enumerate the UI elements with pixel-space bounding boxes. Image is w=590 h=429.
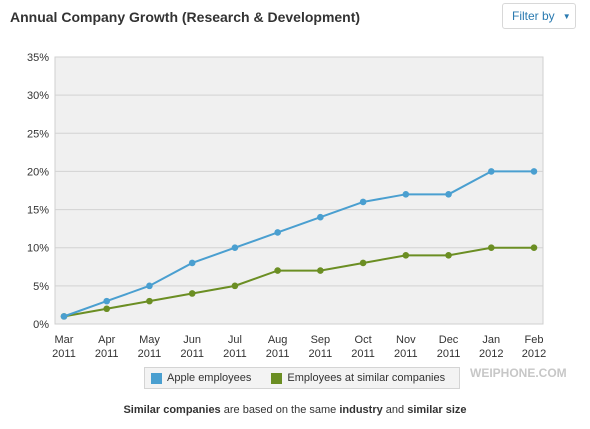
footnote-part1: Similar companies — [123, 404, 221, 416]
data-point — [530, 244, 538, 252]
filter-by-label: Filter by — [512, 9, 555, 23]
data-point — [359, 259, 367, 267]
y-tick-label: 30% — [27, 90, 49, 102]
data-point — [146, 297, 153, 305]
data-point — [402, 191, 410, 198]
data-point — [317, 213, 324, 221]
legend-swatch-similar — [271, 372, 283, 384]
x-tick-label: Mar — [55, 334, 74, 346]
x-tick-label: 2012 — [479, 348, 503, 360]
data-point — [445, 252, 452, 259]
footnote-part2: are based on the same — [220, 404, 340, 416]
legend-item-apple[interactable]: Apple employees — [145, 372, 251, 384]
x-tick-label: Jul — [228, 334, 242, 346]
legend-label-similar: Employees at similar companies — [287, 372, 446, 384]
y-tick-label: 20% — [27, 166, 49, 178]
y-tick-label: 10% — [27, 243, 49, 255]
x-tick-label: 2011 — [138, 348, 162, 360]
y-tick-label: 25% — [27, 128, 49, 140]
x-tick-label: Jun — [183, 334, 201, 346]
x-tick-label: 2012 — [522, 348, 546, 360]
data-point — [103, 297, 111, 305]
x-tick-label: 2011 — [52, 348, 76, 360]
chart-legend: Apple employees Employees at similar com… — [144, 367, 460, 389]
footnote-part4: and — [382, 404, 408, 416]
series-line-0 — [63, 170, 534, 318]
data-point — [188, 290, 196, 297]
data-point — [146, 282, 153, 290]
series-line-1 — [63, 246, 534, 318]
x-tick-label: 2011 — [95, 348, 119, 360]
data-point — [231, 282, 239, 290]
line-chart: 0% 5% 10% 15% 20% 25% 30% 35% Mar 2011 Apr 2011 May 2… — [27, 52, 546, 360]
legend-swatch-apple — [151, 372, 162, 384]
data-point — [359, 198, 367, 206]
data-point — [274, 267, 281, 274]
legend-item-similar[interactable]: Employees at similar companies — [265, 372, 445, 384]
data-point — [402, 252, 410, 259]
x-tick-label: 2011 — [223, 348, 247, 360]
chevron-down-icon: ▼ — [562, 11, 571, 21]
data-point — [274, 229, 281, 236]
x-tick-label: Dec — [439, 334, 459, 346]
y-tick-label: 35% — [27, 52, 49, 64]
y-tick-label: 5% — [33, 281, 49, 293]
x-tick-label: 2011 — [351, 348, 375, 360]
chart-header: Annual Company Growth (Research & Develo… — [0, 0, 590, 40]
x-tick-label: Jan — [482, 334, 500, 346]
x-tick-label: 2011 — [437, 348, 461, 360]
x-tick-label: Oct — [355, 334, 372, 346]
footnote-part3: industry — [339, 404, 383, 416]
data-point — [445, 191, 452, 198]
x-tick-label: 2011 — [309, 348, 333, 360]
data-point — [487, 168, 495, 175]
x-tick-label: 2011 — [266, 348, 290, 360]
data-point — [317, 267, 324, 274]
x-tick-label: Aug — [268, 334, 288, 346]
x-tick-label: 2011 — [394, 348, 418, 360]
chart-title: Annual Company Growth (Research & Develo… — [10, 9, 361, 25]
filter-by-button[interactable]: Filter by ▼ — [502, 3, 576, 29]
x-tick-label: Sep — [311, 334, 331, 346]
data-point — [188, 259, 196, 267]
x-tick-label: 2011 — [180, 348, 204, 360]
x-tick-label: Apr — [98, 334, 115, 346]
x-tick-label: Nov — [396, 334, 416, 346]
y-tick-label: 0% — [33, 319, 49, 331]
y-tick-label: 15% — [27, 205, 49, 217]
x-tick-label: Feb — [525, 334, 544, 346]
plot-area — [54, 56, 544, 325]
footnote-part5: similar size — [407, 404, 467, 416]
data-point — [530, 168, 538, 175]
watermark-logo: WEIPHONE.COM — [470, 366, 567, 380]
legend-label-apple: Apple employees — [167, 372, 252, 384]
data-point — [103, 305, 111, 313]
data-point — [60, 313, 68, 320]
footnote: Similar companies are based on the same … — [0, 404, 590, 416]
data-point — [231, 244, 239, 252]
x-tick-label: May — [139, 334, 160, 346]
data-point — [487, 244, 495, 252]
